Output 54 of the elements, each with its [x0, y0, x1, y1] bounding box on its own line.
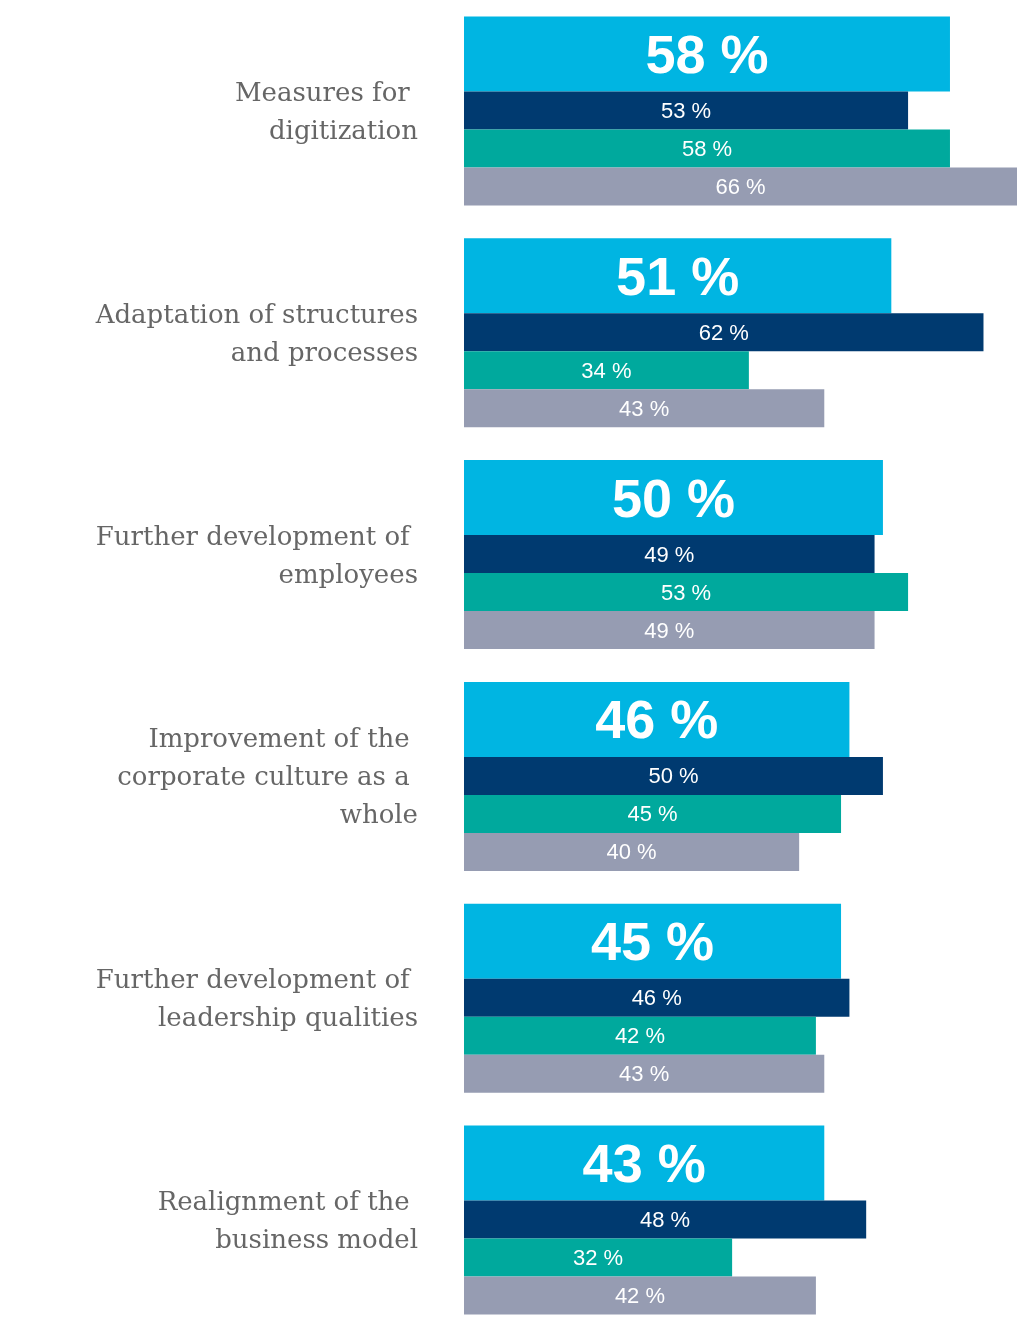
bar [464, 1125, 825, 1201]
bar [464, 313, 984, 352]
data-label: 58 % [645, 23, 769, 84]
bar [464, 91, 909, 130]
bar [464, 389, 825, 428]
bar [464, 1276, 816, 1315]
y-tick-label: Further development of leadership qualities [95, 964, 418, 1033]
bar [464, 756, 883, 795]
data-label: 34 % [581, 357, 632, 383]
data-label: 49 % [644, 541, 695, 567]
data-label: 40 % [606, 839, 657, 865]
y-tick-label: Further development of employees [95, 520, 418, 589]
bar [464, 573, 909, 612]
data-label: 53 % [660, 579, 712, 605]
bar [464, 794, 842, 833]
data-label: 62 % [698, 319, 749, 345]
data-label: 48 % [640, 1207, 691, 1233]
bar [464, 16, 950, 92]
data-label: 53 % [660, 97, 712, 123]
bar [464, 167, 1017, 206]
data-label: 50 % [611, 467, 736, 528]
data-label: 45 % [590, 911, 715, 972]
bar [464, 903, 842, 979]
data-label: 42 % [614, 1283, 666, 1309]
bar [464, 611, 875, 650]
bar [464, 832, 800, 871]
bar [464, 681, 850, 757]
data-label: 46 % [595, 689, 719, 750]
y-tick-label: Measures for digitization [235, 76, 419, 145]
data-label: 51 % [616, 245, 740, 306]
bar [464, 238, 892, 314]
bar [464, 1238, 733, 1277]
y-tick-label: Adaptation of structures and processes [94, 298, 418, 367]
bar [464, 1200, 867, 1239]
bar [464, 129, 950, 168]
data-label: 46 % [631, 985, 682, 1011]
data-label: 49 % [644, 617, 695, 643]
bar [464, 351, 749, 390]
data-label: 58 % [681, 135, 733, 161]
data-label: 42 % [614, 1023, 666, 1049]
data-label: 43 % [582, 1133, 706, 1194]
data-label: 45 % [627, 801, 678, 827]
data-label: 32 % [572, 1245, 624, 1271]
data-label: 43 % [619, 395, 670, 421]
bar [464, 460, 883, 536]
data-label: 43 % [619, 1061, 670, 1087]
bar [464, 978, 850, 1017]
data-label: 50 % [648, 763, 699, 789]
y-tick-label: Improvement of the corporate culture as a whole [117, 723, 418, 830]
bar [464, 1016, 816, 1055]
bar [464, 535, 875, 574]
data-label: 66 % [715, 173, 766, 199]
bar [464, 1054, 825, 1093]
y-tick-label: Realignment of the business model [157, 1186, 418, 1255]
